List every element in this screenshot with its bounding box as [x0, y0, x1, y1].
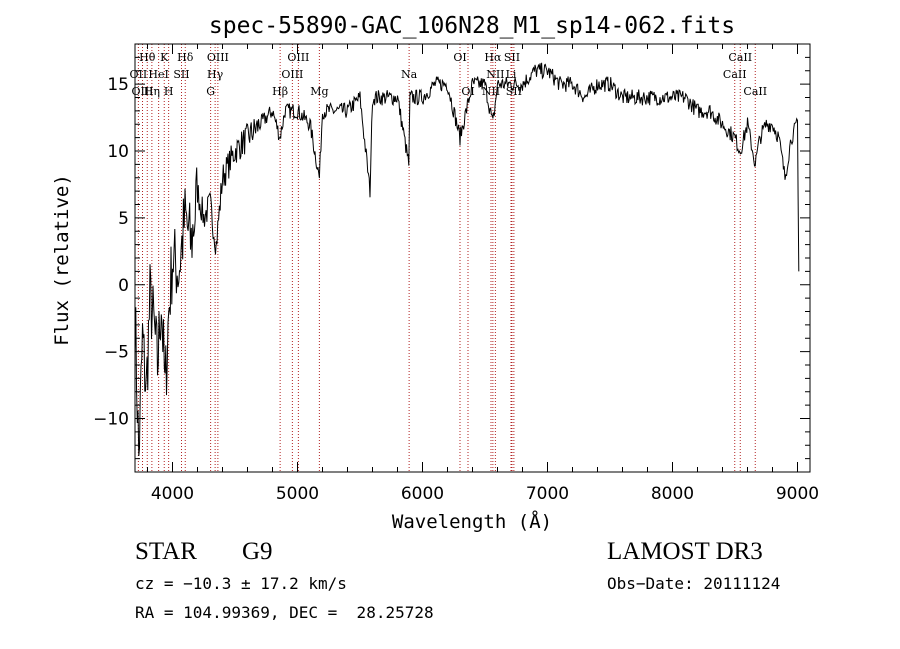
- spectral-line-labels: Hθ OII OIII K HeI Hη Hδ SII H OIII Hγ G Hβ OIII OIII Mg…: [130, 51, 768, 98]
- line-label-21: NII: [486, 68, 504, 81]
- line-label-2: OIII: [131, 85, 153, 98]
- y-tick-label: −10: [93, 410, 129, 430]
- x-tick-label: 6000: [401, 484, 444, 504]
- line-label-18: OI: [461, 85, 474, 98]
- line-label-7: SII: [173, 68, 189, 81]
- y-tick-label: 5: [118, 209, 129, 229]
- line-label-27: CaII: [743, 85, 767, 98]
- line-label-16: Na: [401, 68, 418, 81]
- line-label-8: H: [164, 85, 174, 98]
- coordinates: RA = 104.99369, DEC = 28.25728: [135, 603, 434, 622]
- line-label-3: K: [160, 51, 169, 64]
- line-label-10: Hγ: [207, 68, 224, 81]
- line-label-25: CaII: [723, 68, 747, 81]
- line-label-12: Hβ: [272, 85, 288, 98]
- x-axis-label: Wavelength (Å): [392, 510, 552, 533]
- line-label-17: OI: [453, 51, 466, 64]
- line-label-20: Hα: [484, 51, 502, 64]
- line-label-24: Li: [506, 68, 517, 81]
- x-tick-label: 9000: [776, 484, 819, 504]
- line-label-0: Hθ: [139, 51, 156, 64]
- line-label-22: SII: [504, 51, 520, 64]
- spectrum-chart: spec-55890-GAC_106N28_M1_sp14-062.fits H…: [51, 13, 819, 533]
- chart-title: spec-55890-GAC_106N28_M1_sp14-062.fits: [209, 13, 735, 39]
- line-label-9: OIII: [207, 51, 229, 64]
- y-tick-label: −5: [104, 343, 129, 363]
- survey-name: LAMOST DR3: [607, 538, 763, 565]
- line-label-6: Hδ: [177, 51, 194, 64]
- y-tick-label: 10: [107, 142, 129, 162]
- y-axis-label: Flux (relative): [51, 174, 73, 346]
- x-tick-label: 5000: [276, 484, 319, 504]
- x-tick-label: 7000: [526, 484, 569, 504]
- line-label-11: G: [206, 85, 215, 98]
- object-subclass: G9: [242, 538, 273, 565]
- x-tick-label: 8000: [651, 484, 694, 504]
- obs-date: Obs−Date: 20111124: [607, 574, 781, 593]
- object-class: STAR: [135, 538, 197, 565]
- line-label-14: OIII: [287, 51, 309, 64]
- line-label-13: OIII: [281, 68, 303, 81]
- line-label-4: HeI: [148, 68, 168, 81]
- line-label-26: CaII: [728, 51, 752, 64]
- line-label-5: Hη: [144, 85, 160, 98]
- y-tick-label: 0: [118, 276, 129, 296]
- y-tick-label: 15: [107, 75, 129, 95]
- x-axis: 4000 5000 6000 7000 8000 9000: [147, 44, 819, 504]
- line-label-15: Mg: [310, 85, 328, 98]
- y-axis: −10 −5 0 5 10 15: [93, 56, 810, 460]
- x-tick-label: 4000: [151, 484, 194, 504]
- line-label-23: SII: [506, 85, 522, 98]
- redshift-cz: cz = −10.3 ± 17.2 km/s: [135, 574, 347, 593]
- line-label-1: OII: [130, 68, 148, 81]
- spectrum-line: [134, 62, 800, 457]
- spectral-line-markers: [137, 44, 756, 472]
